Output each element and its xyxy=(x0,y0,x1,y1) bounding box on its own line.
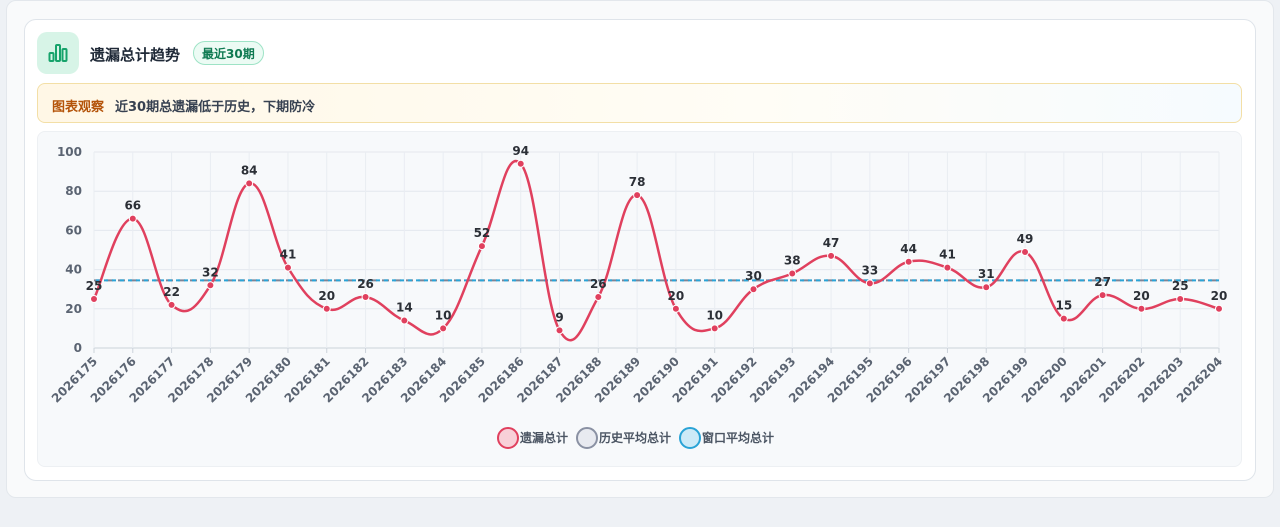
data-label: 14 xyxy=(396,301,413,315)
data-label: 20 xyxy=(1211,289,1228,303)
legend-label[interactable]: 遗漏总计 xyxy=(519,430,568,445)
data-label: 10 xyxy=(435,308,452,322)
data-point[interactable] xyxy=(128,214,137,223)
data-point[interactable] xyxy=(671,304,680,313)
data-label: 84 xyxy=(241,163,258,177)
y-tick-label: 80 xyxy=(65,184,82,198)
data-point[interactable] xyxy=(982,283,991,292)
data-point[interactable] xyxy=(710,324,719,333)
data-label: 26 xyxy=(357,277,374,291)
data-point[interactable] xyxy=(827,251,836,260)
y-tick-label: 100 xyxy=(57,145,82,159)
data-label: 47 xyxy=(823,236,840,250)
data-label: 26 xyxy=(590,277,607,291)
data-point[interactable] xyxy=(788,269,797,278)
data-point[interactable] xyxy=(904,257,913,266)
card-title: 遗漏总计趋势 xyxy=(90,46,181,64)
y-tick-label: 60 xyxy=(65,223,82,237)
data-label: 52 xyxy=(474,226,491,240)
data-label: 41 xyxy=(280,248,297,262)
data-point[interactable] xyxy=(594,293,603,302)
data-label: 31 xyxy=(978,267,995,281)
legend-label[interactable]: 历史平均总计 xyxy=(599,430,671,445)
bar-chart-icon xyxy=(37,32,79,74)
data-point[interactable] xyxy=(400,316,409,325)
data-point[interactable] xyxy=(90,295,98,303)
insight-label: 图表观察 xyxy=(52,100,105,115)
data-point[interactable] xyxy=(1059,314,1068,323)
data-label: 30 xyxy=(745,269,762,283)
data-point[interactable] xyxy=(943,263,952,272)
data-label: 32 xyxy=(202,265,219,279)
data-point[interactable] xyxy=(1137,304,1146,313)
data-point[interactable] xyxy=(1021,247,1030,256)
data-label: 25 xyxy=(86,279,103,293)
data-label: 20 xyxy=(1133,289,1150,303)
legend-swatch[interactable] xyxy=(497,427,519,449)
legend-label[interactable]: 窗口平均总计 xyxy=(702,430,774,445)
data-label: 38 xyxy=(784,254,801,268)
data-point[interactable] xyxy=(1215,304,1223,313)
data-label: 94 xyxy=(512,144,529,158)
legend-swatch[interactable] xyxy=(576,427,598,449)
data-point[interactable] xyxy=(516,159,525,168)
y-tick-label: 40 xyxy=(65,263,82,277)
y-tick-label: 20 xyxy=(65,302,82,316)
insight-text: 近30期总遗漏低于历史，下期防冷 xyxy=(115,100,316,115)
data-label: 41 xyxy=(939,248,956,262)
data-label: 49 xyxy=(1017,232,1034,246)
data-point[interactable] xyxy=(865,279,874,288)
data-point[interactable] xyxy=(245,179,254,188)
data-point[interactable] xyxy=(361,293,370,302)
data-point[interactable] xyxy=(1176,295,1185,303)
chart-area xyxy=(37,131,1242,467)
data-label: 20 xyxy=(318,289,335,303)
data-point[interactable] xyxy=(1098,291,1107,300)
data-label: 25 xyxy=(1172,279,1189,293)
data-point[interactable] xyxy=(283,263,292,272)
data-label: 33 xyxy=(862,263,879,277)
period-badge: 最近30期 xyxy=(193,41,264,65)
data-point[interactable] xyxy=(633,191,642,200)
data-point[interactable] xyxy=(206,281,215,290)
data-point[interactable] xyxy=(555,326,564,335)
data-point[interactable] xyxy=(322,304,331,313)
data-point[interactable] xyxy=(439,324,448,333)
data-label: 66 xyxy=(124,199,141,213)
data-label: 22 xyxy=(163,285,180,299)
data-label: 78 xyxy=(629,175,646,189)
data-label: 27 xyxy=(1094,275,1111,289)
data-label: 44 xyxy=(900,242,917,256)
insight-banner: 图表观察 近30期总遗漏低于历史，下期防冷 xyxy=(37,83,1242,123)
data-point[interactable] xyxy=(749,285,758,294)
legend-swatch[interactable] xyxy=(679,427,701,449)
data-label: 10 xyxy=(706,308,723,322)
data-label: 15 xyxy=(1055,299,1072,313)
data-point[interactable] xyxy=(477,242,486,251)
data-point[interactable] xyxy=(167,300,176,309)
data-label: 9 xyxy=(555,310,563,324)
series-line-遗漏总计 xyxy=(92,159,1220,342)
y-tick-label: 0 xyxy=(74,341,82,355)
data-label: 20 xyxy=(668,289,685,303)
